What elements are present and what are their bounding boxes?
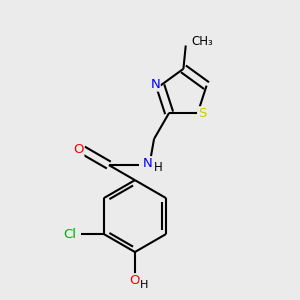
Text: Cl: Cl bbox=[64, 227, 77, 241]
Text: S: S bbox=[198, 107, 206, 120]
Text: N: N bbox=[142, 157, 152, 170]
Text: N: N bbox=[150, 78, 160, 91]
Text: O: O bbox=[130, 274, 140, 287]
Text: CH₃: CH₃ bbox=[191, 35, 213, 48]
Text: H: H bbox=[140, 280, 148, 290]
Text: O: O bbox=[73, 143, 84, 157]
Text: H: H bbox=[154, 161, 163, 174]
